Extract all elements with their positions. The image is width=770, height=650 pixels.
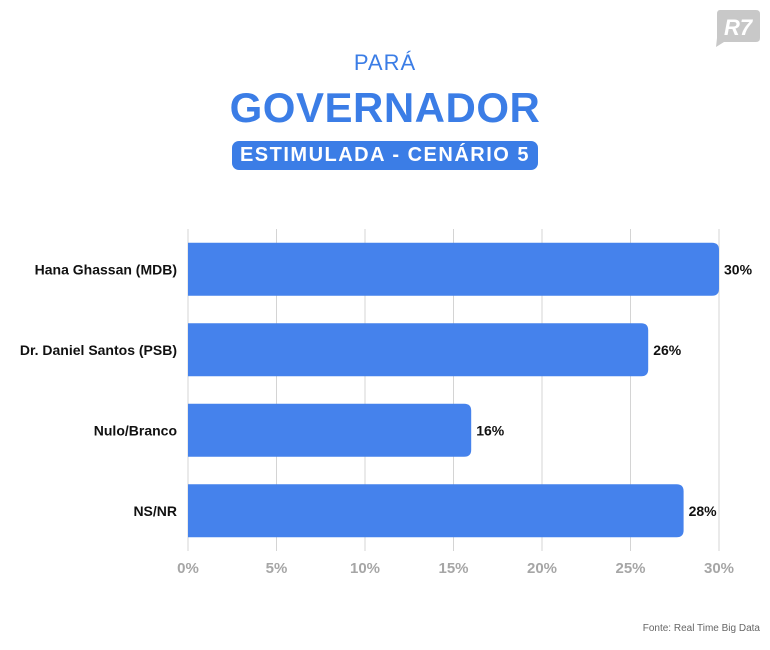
bar <box>188 323 649 377</box>
x-tick-label: 15% <box>438 560 468 577</box>
chart-title: GOVERNADOR <box>229 84 541 131</box>
bar-chart: 0% 5% 10% 15% 20% 25% 30% Hana Ghassan (MDB) 30%… <box>20 229 753 577</box>
x-tick-label: 10% <box>350 560 380 577</box>
value-label: 28% <box>689 503 718 519</box>
category-label: Nulo/Branco <box>94 422 177 438</box>
bar <box>188 403 472 457</box>
logo-text: R7 <box>724 15 754 40</box>
bar <box>188 484 684 538</box>
chart-kicker: PARÁ <box>353 50 417 75</box>
bar <box>188 242 719 296</box>
r7-logo: R7 <box>716 10 760 47</box>
category-label: Dr. Daniel Santos (PSB) <box>20 342 177 358</box>
value-label: 16% <box>476 422 505 438</box>
x-tick-label: 20% <box>527 560 557 577</box>
x-tick-label: 0% <box>177 560 199 577</box>
value-label: 30% <box>724 261 753 277</box>
value-label: 26% <box>653 342 682 358</box>
source-note: Fonte: Real Time Big Data <box>642 623 760 634</box>
x-tick-label: 5% <box>266 560 288 577</box>
x-tick-label: 30% <box>704 560 734 577</box>
category-label: NS/NR <box>133 503 177 519</box>
x-tick-label: 25% <box>615 560 645 577</box>
category-label: Hana Ghassan (MDB) <box>35 261 177 277</box>
scenario-badge: ESTIMULADA - CENÁRIO 5 <box>231 141 539 170</box>
